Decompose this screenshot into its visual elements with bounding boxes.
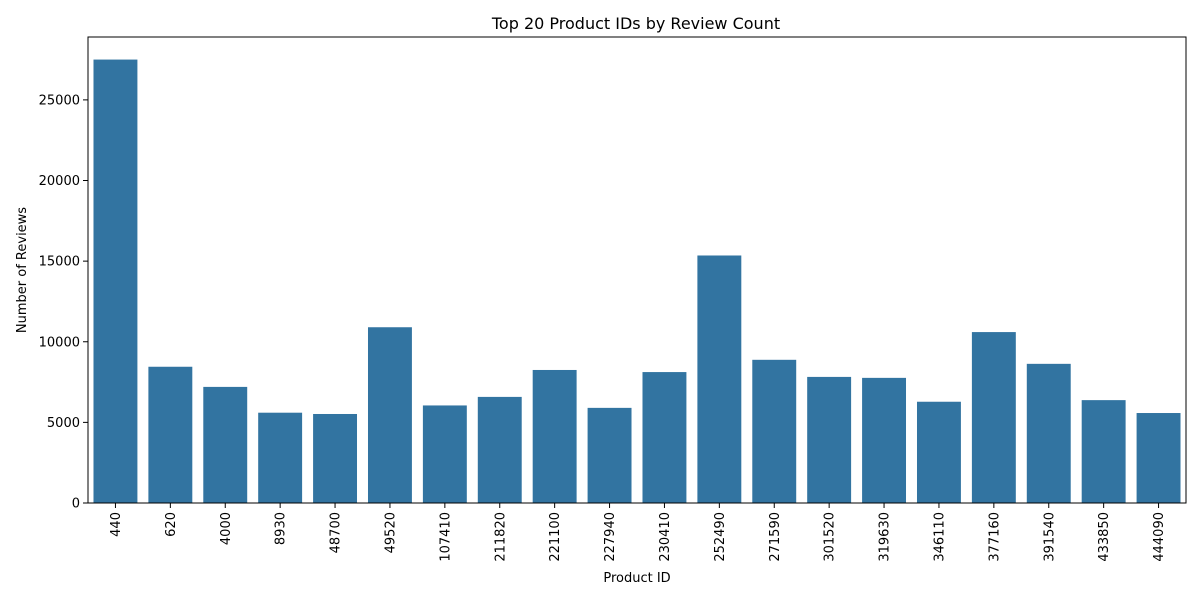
x-tick-label: 221100 <box>548 512 563 562</box>
x-tick-label: 211820 <box>493 512 508 562</box>
plot-frame <box>87 36 1187 504</box>
x-tick-label: 4000 <box>219 512 234 545</box>
bar-221100 <box>532 369 577 503</box>
bar-49520 <box>367 327 412 503</box>
bar-440 <box>93 59 138 503</box>
y-tick-label: 25000 <box>39 93 80 108</box>
bar-301520 <box>807 376 852 503</box>
bar-4000 <box>203 386 248 503</box>
bar-620 <box>148 366 193 503</box>
x-tick-label: 444090 <box>1152 512 1167 562</box>
bar-433850 <box>1081 400 1126 503</box>
bar-391540 <box>1026 363 1071 503</box>
bar-252490 <box>697 255 742 503</box>
x-tick-label: 271590 <box>768 512 783 562</box>
x-tick-label: 107410 <box>438 512 453 562</box>
x-tick-label: 301520 <box>823 512 838 562</box>
x-tick-label: 346110 <box>932 512 947 562</box>
bar-271590 <box>752 359 797 503</box>
x-tick-label: 620 <box>164 512 179 537</box>
bar-319630 <box>862 377 907 503</box>
bar-227940 <box>587 407 632 503</box>
x-tick-label: 8930 <box>274 512 289 545</box>
x-tick-label: 433850 <box>1097 512 1112 562</box>
x-tick-label: 440 <box>109 512 124 537</box>
y-axis-label: Number of Reviews <box>15 207 30 333</box>
x-tick-label: 252490 <box>713 512 728 562</box>
y-tick-label: 20000 <box>39 174 80 189</box>
x-tick-label: 48700 <box>329 512 344 553</box>
chart-title: Top 20 Product IDs by Review Count <box>491 14 780 33</box>
x-axis-label: Product ID <box>603 571 670 586</box>
x-tick-label: 227940 <box>603 512 618 562</box>
x-tick-label: 49520 <box>383 512 398 553</box>
bar-8930 <box>258 412 303 503</box>
y-tick-label: 5000 <box>47 416 80 431</box>
y-tick-label: 0 <box>72 497 80 512</box>
bar-48700 <box>313 413 358 503</box>
bar-211820 <box>477 396 522 503</box>
y-axis-ticks: 0 5000 10000 15000 20000 25000 <box>39 93 88 512</box>
bar-444090 <box>1136 413 1181 503</box>
y-tick-label: 10000 <box>39 335 80 350</box>
x-tick-label: 377160 <box>987 512 1002 562</box>
bar-107410 <box>422 405 467 503</box>
x-tick-label: 319630 <box>878 512 893 562</box>
x-tick-label: 391540 <box>1042 512 1057 562</box>
bar-230410 <box>642 372 687 503</box>
bars-group <box>93 59 1181 503</box>
x-tick-label: 230410 <box>658 512 673 562</box>
x-axis-ticks: 440 620 4000 8930 48700 49520 107410 211820 2211… <box>109 503 1167 562</box>
y-tick-label: 15000 <box>39 255 80 270</box>
bar-346110 <box>916 401 961 503</box>
bar-377160 <box>971 332 1016 503</box>
